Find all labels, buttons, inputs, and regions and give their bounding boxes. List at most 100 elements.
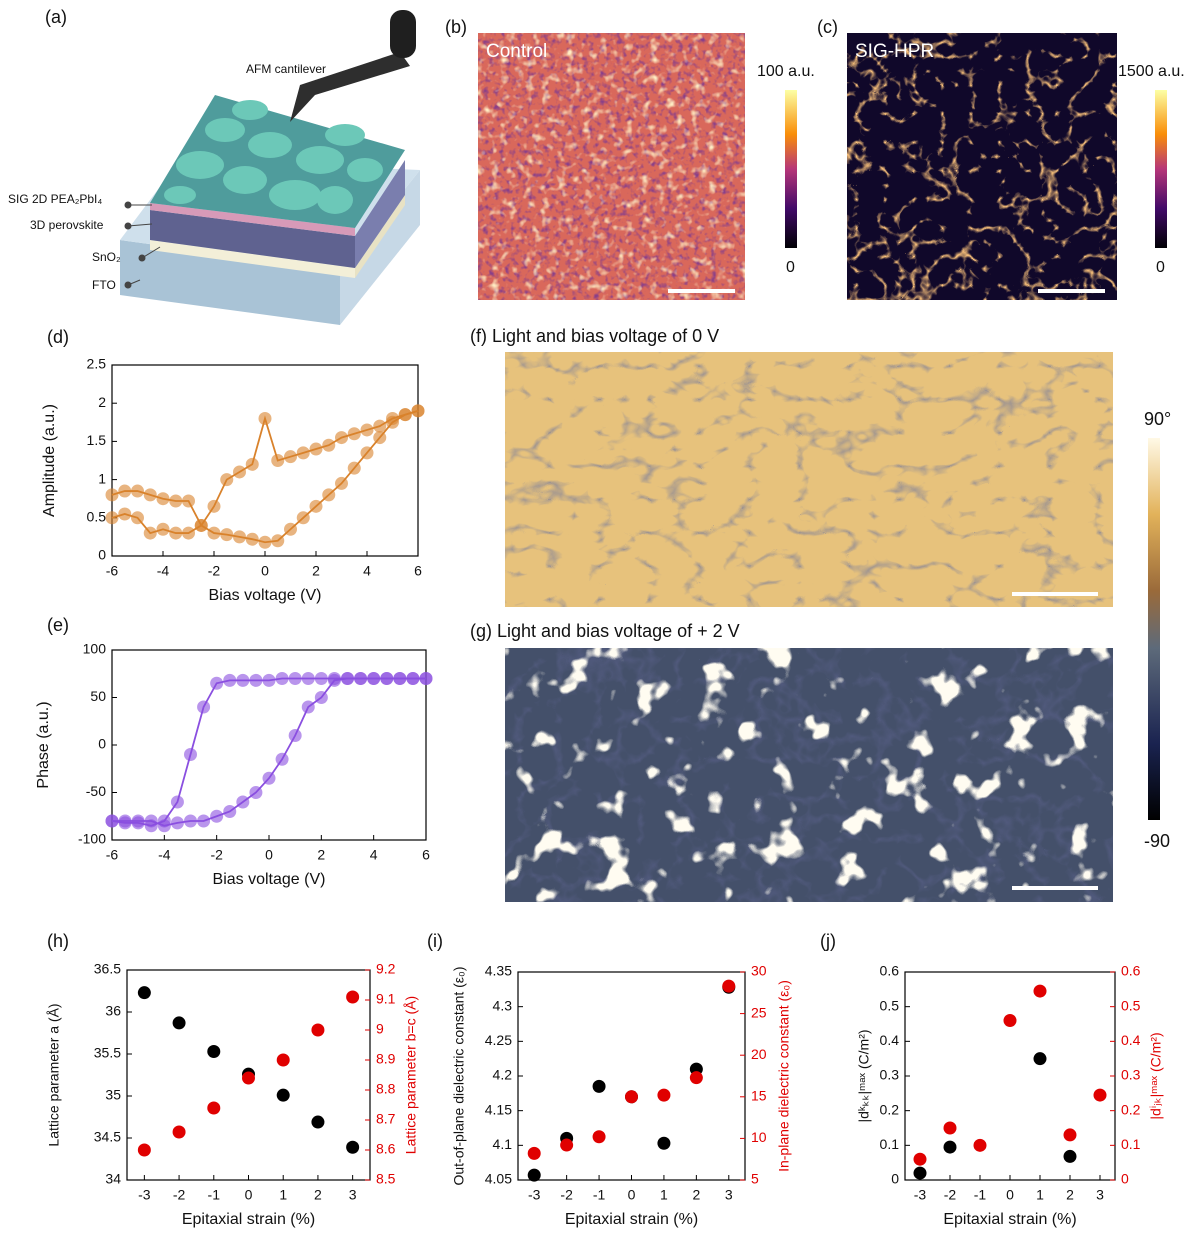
y-tick-label: 4.35	[485, 963, 512, 979]
layer-label: SIG 2D PEA₂PbI₄	[8, 192, 102, 206]
data-point	[208, 500, 221, 513]
device-schematic	[120, 10, 420, 325]
x-tick-label: -3	[138, 1187, 151, 1203]
series-line	[112, 679, 426, 826]
y2-tick-label: 9	[376, 1021, 384, 1037]
data-point	[259, 412, 272, 425]
data-point	[560, 1139, 573, 1152]
y-tick-label: 4.1	[493, 1136, 513, 1152]
y-tick-label: 0.5	[87, 509, 107, 525]
data-point	[138, 986, 151, 999]
data-point	[310, 443, 323, 456]
data-point	[335, 477, 348, 490]
data-point	[1004, 1014, 1017, 1027]
x-tick-label: -2	[944, 1187, 957, 1203]
y2-tick-label: 15	[751, 1088, 767, 1104]
x-axis-label: Epitaxial strain (%)	[943, 1211, 1076, 1228]
panel-label: (j)	[820, 931, 836, 951]
map-title: SIG-HPR	[855, 41, 934, 62]
y-tick-label: -100	[78, 831, 106, 847]
y2-tick-label: 0.3	[1121, 1067, 1141, 1083]
y2-axis-label: Lattice parameter b=c (Å)	[403, 996, 419, 1154]
map-texture	[505, 352, 1113, 607]
x-tick-label: 1	[279, 1187, 287, 1203]
data-point	[348, 427, 361, 440]
layer-label: 3D perovskite	[30, 218, 104, 232]
x-tick-label: 0	[628, 1187, 636, 1203]
x-tick-label: -4	[157, 563, 170, 579]
data-point	[184, 748, 197, 761]
x-tick-label: 3	[1096, 1187, 1104, 1203]
data-point	[373, 431, 386, 444]
y2-tick-label: 9.1	[376, 991, 396, 1007]
data-point	[144, 488, 157, 501]
layer-label: FTO	[92, 278, 116, 292]
x-axis-label: Epitaxial strain (%)	[565, 1211, 698, 1228]
data-point	[138, 1144, 151, 1157]
data-point	[276, 753, 289, 766]
x-tick-label: -3	[528, 1187, 541, 1203]
data-point	[322, 439, 335, 452]
data-point	[974, 1139, 987, 1152]
map-texture	[478, 33, 745, 300]
data-point	[302, 701, 315, 714]
y2-tick-label: 25	[751, 1004, 767, 1020]
y-tick-label: 0.3	[880, 1067, 900, 1083]
y2-tick-label: 0.4	[1121, 1032, 1141, 1048]
x-tick-label: 1	[660, 1187, 668, 1203]
data-point	[297, 511, 310, 524]
data-point	[289, 729, 302, 742]
x-tick-label: -2	[560, 1187, 573, 1203]
x-tick-label: 2	[317, 847, 325, 863]
data-point	[346, 1141, 359, 1154]
x-tick-label: -6	[106, 847, 119, 863]
data-point	[184, 815, 197, 828]
x-tick-label: -4	[158, 847, 171, 863]
data-point	[1064, 1150, 1077, 1163]
y2-tick-label: 8.9	[376, 1051, 396, 1067]
data-point	[284, 523, 297, 536]
page: (a) AFM cantilever SIG 2D PEA₂PbI₄ 3D pe…	[0, 0, 1204, 1243]
cantilever-holder	[390, 10, 416, 58]
data-point	[373, 420, 386, 433]
y-tick-label: 2	[98, 394, 106, 410]
x-tick-label: 1	[1036, 1187, 1044, 1203]
x-tick-label: -2	[210, 847, 223, 863]
y-tick-label: 1	[98, 470, 106, 486]
x-tick-label: 2	[692, 1187, 700, 1203]
y2-tick-label: 9.2	[376, 961, 396, 977]
y-tick-label: 35	[105, 1087, 121, 1103]
data-point	[242, 1072, 255, 1085]
data-point	[271, 454, 284, 467]
x-tick-label: 0	[261, 563, 269, 579]
data-point	[346, 991, 359, 1004]
y-tick-label: 0.6	[880, 963, 900, 979]
data-point	[393, 672, 406, 685]
data-point	[528, 1147, 541, 1160]
figure: (a) AFM cantilever SIG 2D PEA₂PbI₄ 3D pe…	[0, 0, 1204, 1238]
data-point	[118, 507, 131, 520]
map-title: Control	[486, 41, 547, 62]
data-point	[207, 1045, 220, 1058]
data-point	[220, 473, 233, 486]
panel-label: (e)	[47, 615, 69, 635]
data-point	[311, 1116, 324, 1129]
data-point	[420, 672, 433, 685]
image-title: (f) Light and bias voltage of 0 V	[470, 326, 719, 346]
data-point	[106, 815, 119, 828]
data-point	[223, 674, 236, 687]
data-point	[119, 815, 132, 828]
x-tick-label: -2	[173, 1187, 186, 1203]
data-point	[236, 674, 249, 687]
data-point	[173, 1016, 186, 1029]
x-tick-label: 0	[265, 847, 273, 863]
data-point	[197, 815, 210, 828]
x-tick-label: 0	[1006, 1187, 1014, 1203]
panel-label: (d)	[47, 327, 69, 347]
data-point	[315, 672, 328, 685]
y-tick-label: 0	[891, 1171, 899, 1187]
data-point	[249, 786, 262, 799]
x-tick-label: -2	[208, 563, 221, 579]
data-point	[182, 527, 195, 540]
data-point	[914, 1167, 927, 1180]
